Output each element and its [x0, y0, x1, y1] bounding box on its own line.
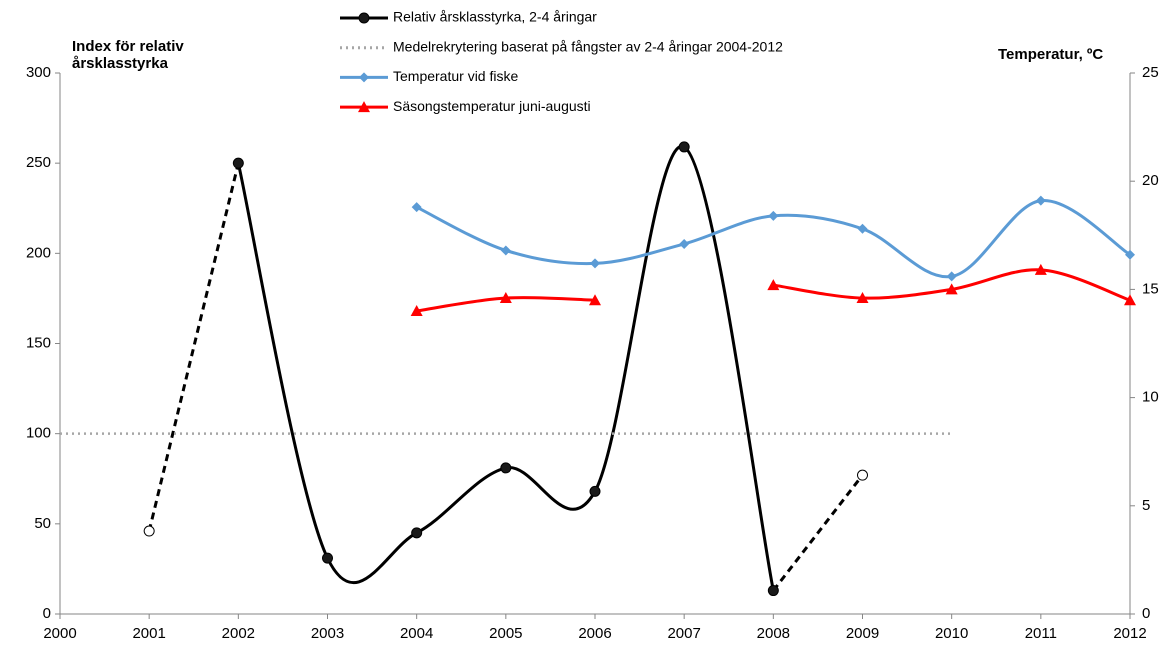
y-tick-label: 150 — [26, 334, 51, 351]
marker — [857, 223, 868, 234]
y2-tick-label: 0 — [1142, 605, 1150, 622]
marker — [359, 72, 369, 83]
x-tick-label: 2001 — [132, 625, 165, 642]
series-line — [147, 162, 240, 532]
marker — [946, 271, 957, 282]
y2-tick-label: 20 — [1142, 172, 1159, 189]
y-tick-label: 50 — [34, 515, 51, 532]
y-tick-label: 300 — [26, 64, 51, 81]
marker — [589, 485, 601, 497]
marker — [411, 527, 423, 539]
marker — [589, 294, 601, 306]
marker — [1035, 195, 1046, 206]
marker — [768, 210, 779, 221]
y2-tick-label: 25 — [1142, 64, 1159, 81]
series-line — [236, 145, 775, 591]
y-axis-title: Index för relativ årsklasstyrka — [72, 38, 184, 72]
marker — [678, 141, 690, 153]
marker — [945, 283, 958, 295]
marker — [358, 101, 370, 113]
marker — [358, 12, 370, 24]
marker — [322, 552, 333, 564]
x-tick-label: 2002 — [222, 625, 255, 642]
marker — [767, 279, 780, 291]
y2-tick-label: 15 — [1142, 280, 1159, 297]
marker — [232, 157, 244, 169]
x-tick-label: 2005 — [489, 625, 522, 642]
x-tick-label: 2010 — [935, 625, 968, 642]
x-tick-label: 2004 — [400, 625, 433, 642]
y2-axis-title: Temperatur, ºC — [998, 46, 1104, 63]
legend-label: Säsongstemperatur juni-augusti — [393, 98, 591, 114]
y2-tick-label: 5 — [1142, 497, 1150, 514]
x-tick-label: 2006 — [578, 625, 611, 642]
marker — [411, 202, 422, 213]
marker — [1125, 249, 1135, 260]
marker — [410, 305, 423, 317]
x-tick-label: 2007 — [667, 625, 700, 642]
marker — [499, 292, 512, 304]
y2-tick-label: 10 — [1142, 389, 1159, 406]
marker — [767, 585, 779, 597]
marker — [1034, 263, 1047, 275]
legend-label: Temperatur vid fiske — [393, 68, 518, 84]
x-tick-label: 2009 — [846, 625, 879, 642]
x-tick-label: 2000 — [43, 625, 76, 642]
x-tick-label: 2012 — [1113, 625, 1146, 642]
y-tick-label: 250 — [26, 154, 51, 171]
x-tick-label: 2008 — [757, 625, 790, 642]
marker — [143, 525, 155, 537]
legend-label: Medelrekrytering baserat på fångster av … — [393, 38, 783, 54]
marker — [1124, 294, 1136, 306]
marker — [857, 469, 868, 481]
series-line — [772, 474, 864, 592]
marker — [500, 245, 511, 256]
y-tick-label: 0 — [43, 605, 51, 622]
y-tick-label: 200 — [26, 244, 51, 261]
x-tick-label: 2011 — [1025, 625, 1057, 642]
y-tick-label: 100 — [26, 425, 51, 442]
marker — [500, 462, 512, 474]
marker — [679, 238, 690, 249]
marker — [590, 258, 600, 269]
marker — [856, 292, 869, 304]
x-tick-label: 2003 — [311, 625, 344, 642]
legend-label: Relativ årsklasstyrka, 2-4 åringar — [393, 9, 597, 25]
series-line — [416, 199, 1131, 279]
